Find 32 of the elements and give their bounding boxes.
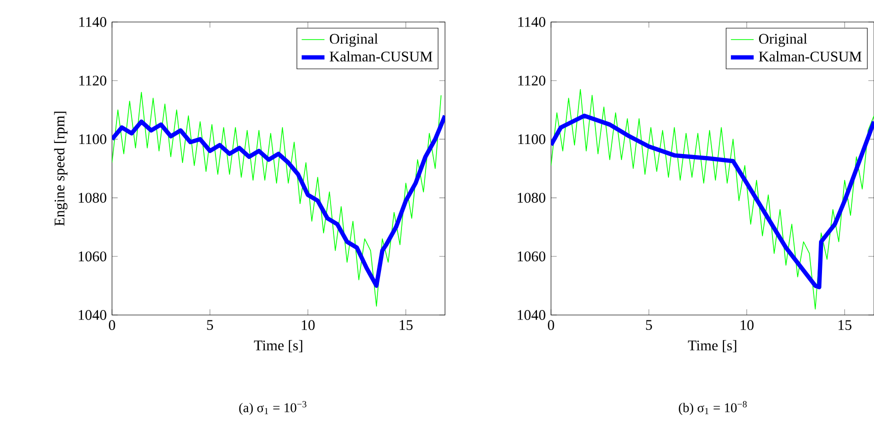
y-tick-label: 1040: [78, 310, 106, 320]
text: (b) σ$_{1}$ = 10$^{−8}$: [678, 401, 747, 415]
line-series: [551, 88, 874, 310]
x-axis-title: Time [s]: [688, 340, 736, 352]
y-axis-title: Engine speed [rpm]: [54, 112, 68, 226]
y-tick-label: 1080: [78, 192, 106, 203]
y-tick-label: 1060: [518, 251, 546, 262]
x-tick-label: 0: [548, 320, 554, 330]
y-tick-label: 1120: [518, 76, 546, 86]
y-tick-label: 1120: [79, 76, 106, 86]
y-tick-label: 1040: [518, 310, 546, 320]
x-tick-label: 10: [740, 320, 754, 330]
line-series: [112, 114, 446, 288]
y-tick-label: 1140: [518, 17, 546, 27]
x-tick-label: 5: [207, 320, 214, 330]
legend-label: Kalman-CUSUM: [330, 51, 432, 62]
legend-label: Original: [759, 33, 808, 47]
x-tick-label: 15: [838, 320, 852, 330]
line-series: [551, 114, 874, 290]
x-tick-label: 15: [400, 320, 413, 330]
y-tick-label: 1060: [78, 251, 106, 262]
legend-label: Kalman-CUSUM: [758, 51, 862, 62]
text: (a) σ$_{1}$ = 10$^{−3}$: [239, 401, 306, 415]
x-tick-label: 10: [302, 320, 315, 330]
x-tick-label: 0: [108, 320, 116, 330]
y-tick-label: 1140: [79, 17, 106, 27]
y-tick-label: 1080: [518, 192, 546, 203]
y-tick-label: 1100: [79, 134, 106, 144]
x-axis-title: Time [s]: [254, 340, 302, 352]
y-tick-label: 1100: [518, 134, 546, 144]
x-tick-label: 5: [646, 320, 652, 330]
legend-label: Original: [330, 33, 378, 47]
